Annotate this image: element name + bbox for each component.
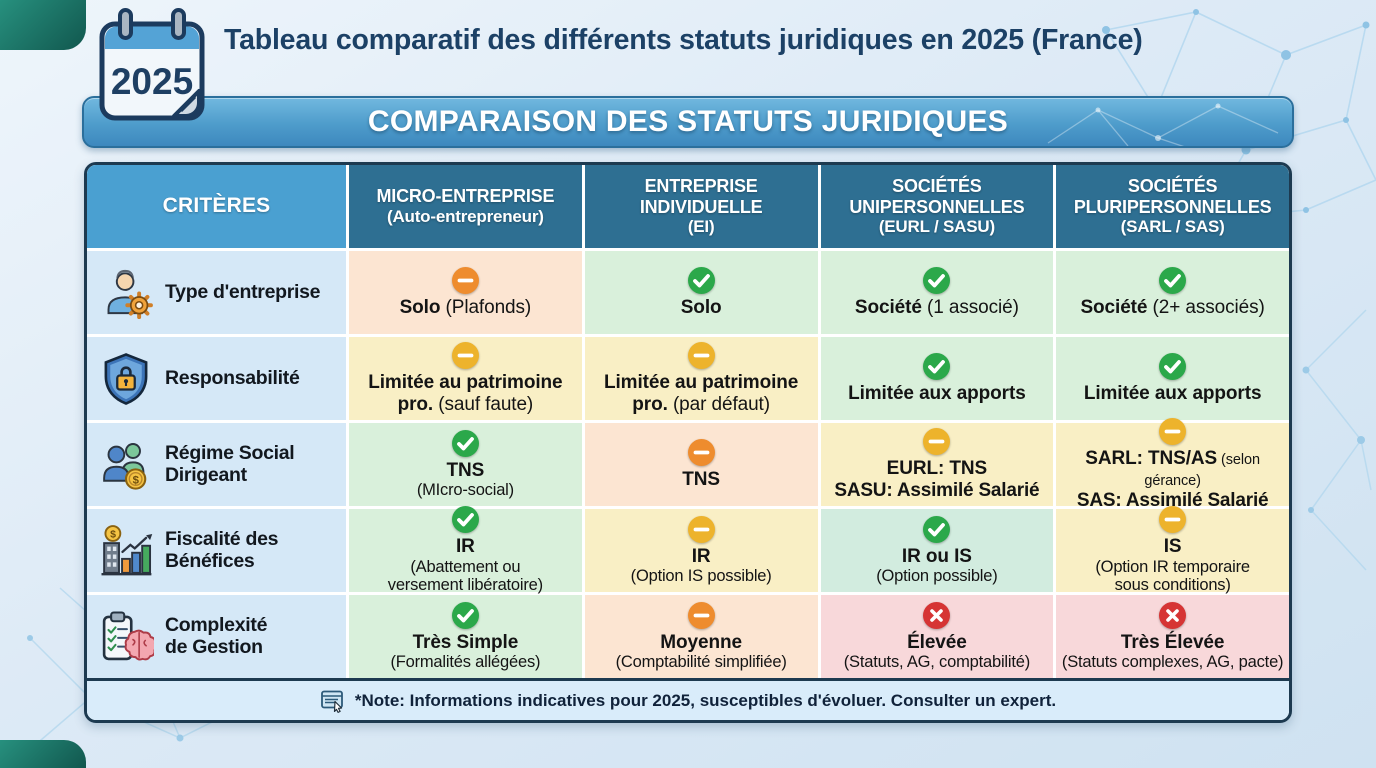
calendar-year: 2025 [111,61,193,102]
banner: COMPARAISON DES STATUTS JURIDIQUES [82,96,1294,148]
banner-title: COMPARAISON DES STATUTS JURIDIQUES [367,105,1009,138]
minus-icon [1159,506,1187,534]
minus-icon [451,342,479,370]
minus-icon [687,601,715,629]
col-header-micro-entreprise: MICRO-ENTREPRISE (Auto-entrepreneur) [349,165,582,248]
check-icon [1159,352,1187,380]
row-header-type-entreprise: Type d'entreprise [87,251,346,334]
minus-icon [687,515,715,543]
check-icon [923,352,951,380]
col-header-label: SOCIÉTÉS UNIPERSONNELLES [849,176,1025,217]
cell-fiscalite-micro: IR (Abattement ou versement libératoire) [349,506,582,594]
col-header-sub: (SARL / SAS) [1120,217,1225,237]
col-header-sub: (Auto-entrepreneur) [386,207,544,227]
col-header-criteres: CRITÈRES [87,165,346,248]
cell-responsabilite-micro: Limitée au patrimoine pro. (sauf faute) [349,337,582,420]
check-icon [451,601,479,629]
col-header-label: SOCIÉTÉS PLURIPERSONNELLES [1073,176,1272,217]
cell-fiscalite-unipersonnelle: IR ou IS (Option possible) [820,509,1054,592]
check-icon [451,429,479,457]
criterion-label: Complexité de Gestion [165,613,268,658]
col-header-sub: (EI) [687,217,715,237]
footer-note-bar: *Note: Informations indicatives pour 202… [87,678,1289,720]
minus-icon [923,428,951,456]
calendar-2025-icon: 2025 [99,8,205,121]
cell-fiscalite-ei: IR (Option IS possible) [584,509,818,592]
col-header-sub: (EURL / SASU) [878,217,995,237]
cell-type-unipersonnelle: Société (1 associé) [820,251,1054,334]
minus-icon [1159,417,1187,445]
cell-complexite-ei: Moyenne (Comptabilité simplifiée) [584,595,818,678]
svg-text:$: $ [110,528,116,540]
cell-responsabilite-pluripersonnelle: Limitée aux apports [1056,337,1289,420]
criterion-label: Régime Social Dirigeant [165,441,295,486]
money-chart-icon: $ [98,523,154,579]
criterion-label: Fiscalité des Bénéfices [165,527,279,572]
cell-type-pluripersonnelle: Société (2+ associés) [1056,251,1289,334]
col-header-label: ENTREPRISE INDIVIDUELLE [639,176,763,217]
cross-icon [1159,601,1187,629]
cell-regime-ei: TNS [584,423,818,506]
minus-icon [687,342,715,370]
criterion-label: Responsabilité [165,366,300,389]
network-pattern-right-edge [1302,309,1372,571]
check-icon [1159,266,1187,294]
note-doc-icon [320,690,343,713]
clipboard-brain-icon [98,609,154,665]
svg-text:$: $ [133,474,140,486]
col-header-label: MICRO-ENTREPRISE [376,186,555,207]
corner-accent-bottom-left [0,740,86,768]
cell-responsabilite-unipersonnelle: Limitée aux apports [820,337,1054,420]
cell-regime-pluripersonnelle: SARL: TNS/AS (selon gérance) SAS: Assimi… [1056,417,1289,511]
cell-regime-micro: TNS (MIcro-social) [349,423,582,506]
row-header-responsabilite: Responsabilité [87,337,346,420]
check-icon [923,515,951,543]
table-grid: CRITÈRES MICRO-ENTREPRISE (Auto-entrepre… [87,165,1289,678]
shield-lock-icon [98,351,154,407]
minus-icon [687,438,715,466]
person-gear-icon [98,265,154,321]
comparison-table: CRITÈRES MICRO-ENTREPRISE (Auto-entrepre… [84,162,1292,723]
cell-complexite-pluripersonnelle: Très Élevée (Statuts complexes, AG, pact… [1056,595,1289,678]
cell-regime-unipersonnelle: EURL: TNS SASU: Assimilé Salarié [820,423,1054,506]
network-pattern-banner [1047,103,1279,146]
minus-icon [451,266,479,294]
col-header-entreprise-individuelle: ENTREPRISE INDIVIDUELLE (EI) [584,165,818,248]
row-header-regime-social: $ Régime Social Dirigeant [87,423,346,506]
col-header-societes-unipersonnelles: SOCIÉTÉS UNIPERSONNELLES (EURL / SASU) [820,165,1054,248]
page-title: Tableau comparatif des différents statut… [224,24,1143,56]
cell-fiscalite-pluripersonnelle: IS (Option IR temporaire sous conditions… [1056,506,1289,594]
cross-icon [923,601,951,629]
col-header-label: CRITÈRES [162,194,271,218]
cell-type-micro: Solo (Plafonds) [349,251,582,334]
col-header-societes-pluripersonnelles: SOCIÉTÉS PLURIPERSONNELLES (SARL / SAS) [1056,165,1289,248]
footer-note-text: *Note: Informations indicatives pour 202… [354,690,1057,710]
check-icon [923,266,951,294]
people-coin-icon: $ [98,437,154,493]
check-icon [451,506,479,534]
criterion-label: Type d'entreprise [165,280,321,303]
row-header-complexite: Complexité de Gestion [87,595,346,678]
cell-complexite-micro: Très Simple (Formalités allégées) [349,595,582,678]
cell-responsabilite-ei: Limitée au patrimoine pro. (par défaut) [584,337,818,420]
cell-type-ei: Solo [584,251,818,334]
cell-complexite-unipersonnelle: Élevée (Statuts, AG, comptabilité) [820,595,1054,678]
corner-accent-top-left [0,0,86,50]
row-header-fiscalite: $ Fiscalité des Bénéfices [87,509,346,592]
check-icon [687,266,715,294]
